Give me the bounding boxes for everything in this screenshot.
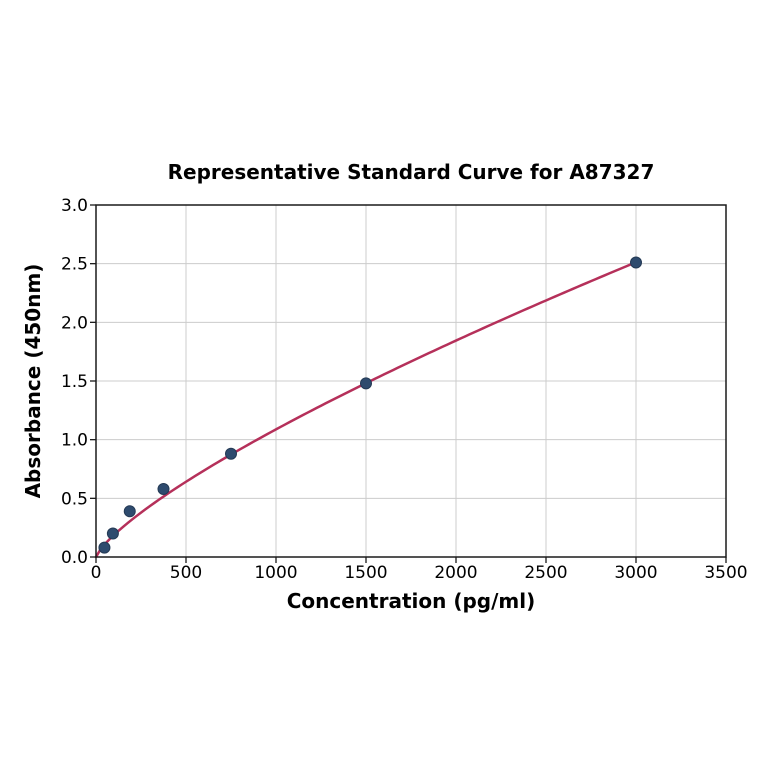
- x-axis-label: Concentration (pg/ml): [287, 589, 536, 613]
- y-tick-label: 1.0: [61, 431, 88, 451]
- x-tick-label: 1000: [254, 563, 297, 583]
- data-point: [157, 482, 170, 495]
- chart-title: Representative Standard Curve for A87327: [168, 160, 655, 184]
- x-tick-label: 0: [91, 563, 102, 583]
- data-point: [123, 505, 136, 518]
- x-tick-label: 1500: [344, 563, 387, 583]
- data-point: [225, 447, 237, 460]
- y-tick-label: 0.5: [61, 489, 88, 509]
- x-tick-label: 3000: [614, 563, 657, 583]
- plot-layer: 0 500 1000 1500 2000 2500 3000 3500 0.0 0.5 1.0 1.5…: [61, 196, 748, 583]
- y-axis-label: Absorbance (450nm): [21, 264, 45, 499]
- y-tick-label: 2.0: [61, 313, 88, 333]
- x-tick-label: 2500: [524, 563, 567, 583]
- y-tick-label: 3.0: [61, 196, 88, 216]
- data-point: [98, 541, 111, 554]
- x-tick-label: 2000: [434, 563, 477, 583]
- x-tick-label: 3500: [704, 563, 747, 583]
- x-tick-label: 500: [170, 563, 202, 583]
- y-tick-label: 1.5: [61, 372, 88, 392]
- y-tick-label: 0.0: [61, 548, 88, 568]
- data-point: [360, 377, 372, 390]
- data-point: [106, 527, 119, 540]
- y-tick-label: 2.5: [61, 255, 88, 275]
- data-point: [630, 256, 642, 269]
